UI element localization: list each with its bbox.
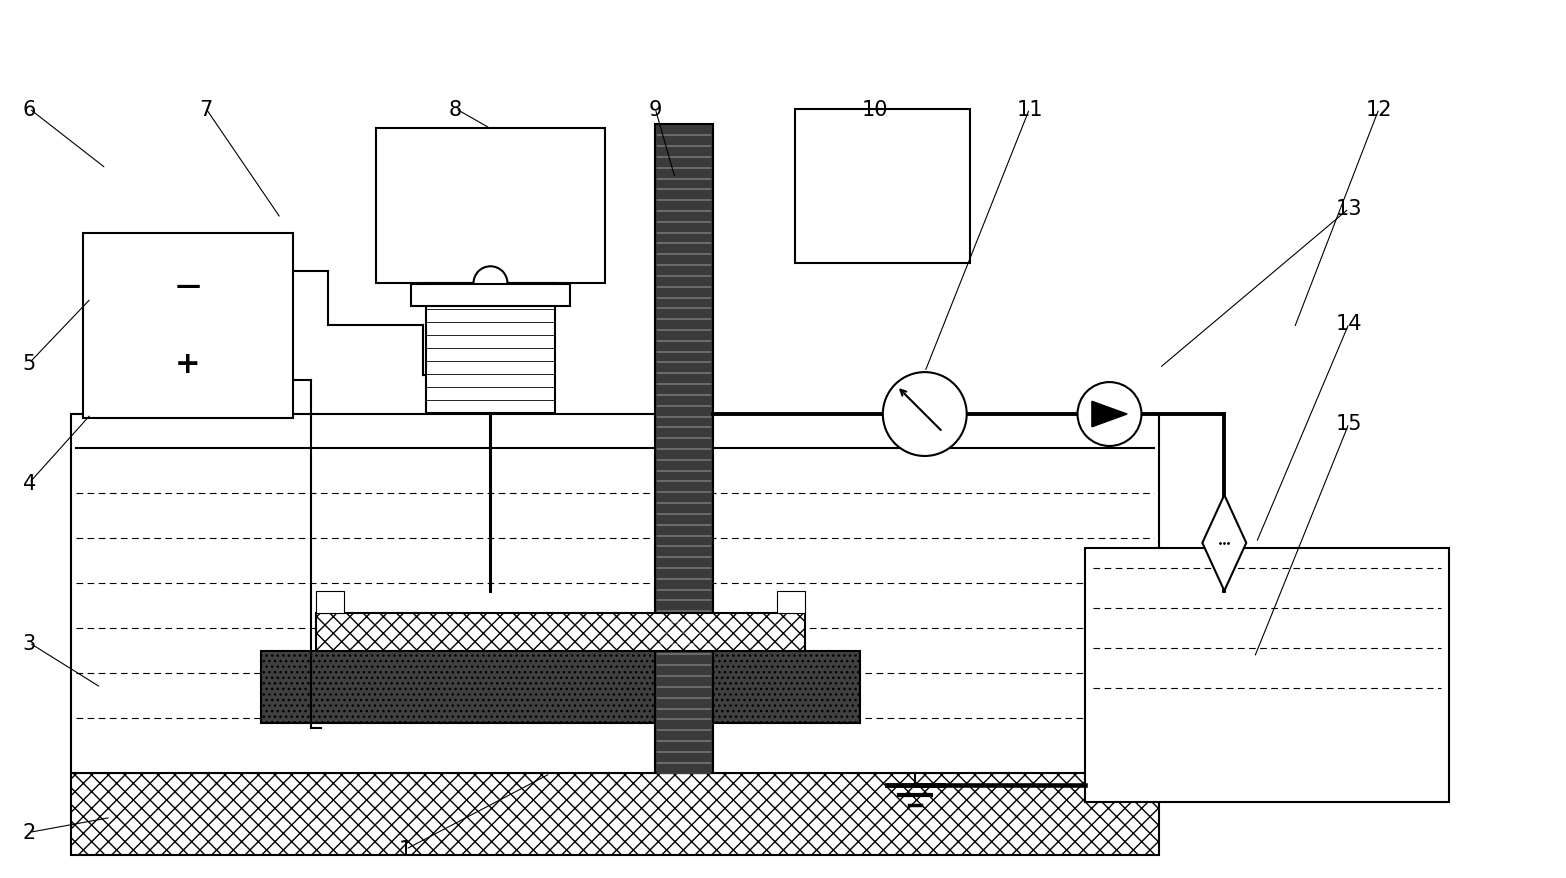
Text: 15: 15 (1336, 414, 1362, 434)
Bar (796, 110, 969, 264)
Bar (410, 285, 570, 306)
Bar (316, 613, 805, 651)
Text: 8: 8 (449, 99, 462, 119)
Text: 7: 7 (199, 99, 213, 119)
Circle shape (883, 372, 966, 457)
Bar (426, 284, 556, 414)
Bar (70, 774, 1159, 855)
Polygon shape (1092, 402, 1128, 428)
Text: —: — (175, 274, 200, 298)
Ellipse shape (1077, 383, 1142, 447)
Text: 9: 9 (648, 99, 662, 119)
Text: 3: 3 (22, 633, 36, 653)
Text: 12: 12 (1366, 99, 1392, 119)
Bar (777, 591, 805, 613)
Bar (376, 129, 606, 284)
Bar (655, 126, 713, 774)
Text: 14: 14 (1336, 313, 1362, 334)
Bar (262, 651, 860, 723)
Text: +: + (175, 349, 200, 378)
Bar (1085, 548, 1449, 802)
Polygon shape (1203, 495, 1247, 591)
Text: 5: 5 (22, 354, 36, 374)
Text: 1: 1 (399, 839, 412, 860)
Bar (70, 414, 1159, 774)
Text: 13: 13 (1336, 199, 1362, 220)
Text: 4: 4 (22, 473, 36, 493)
Bar (316, 591, 343, 613)
Bar (83, 234, 293, 419)
Circle shape (473, 267, 507, 301)
Text: 2: 2 (22, 823, 36, 842)
Text: 11: 11 (1016, 99, 1043, 119)
Text: 6: 6 (22, 99, 36, 119)
Text: 10: 10 (861, 99, 888, 119)
